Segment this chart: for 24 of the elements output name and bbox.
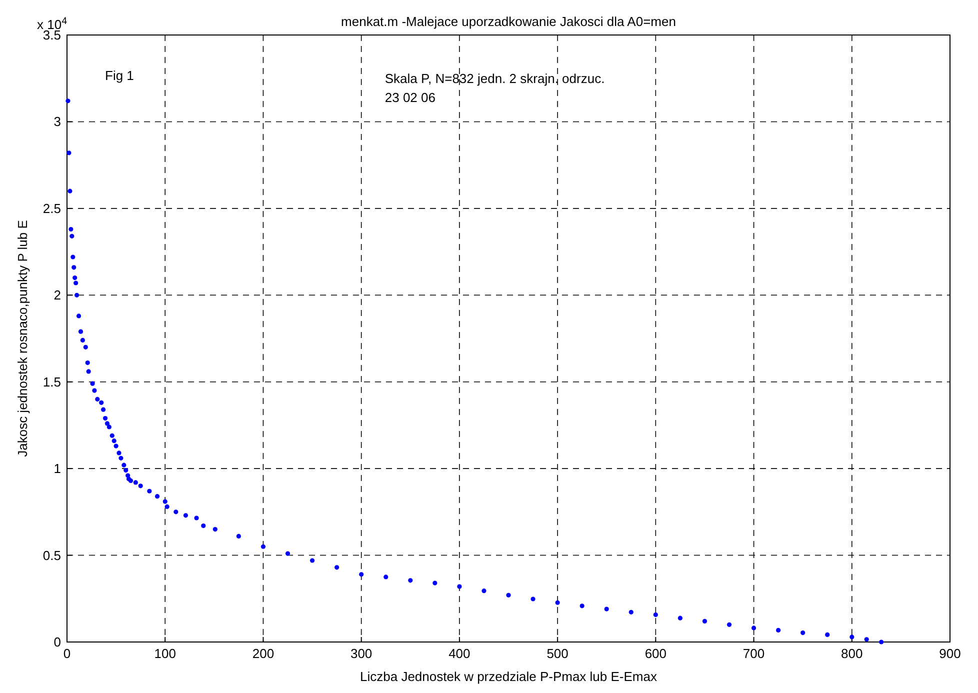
x-tick-label: 900 xyxy=(939,646,961,661)
y-tick-label: 3 xyxy=(54,114,61,130)
annotation: Skala P, N=832 jedn. 2 skrajn. odrzuc. xyxy=(384,71,605,86)
annotation: Fig 1 xyxy=(105,68,134,83)
x-tick-label: 100 xyxy=(154,646,176,661)
y-tick-label: 1 xyxy=(54,461,61,476)
chart-title: menkat.m -Malejace uporzadkowanie Jakosci dla A0=men xyxy=(341,14,676,29)
x-tick-label: 700 xyxy=(742,646,765,661)
x-tick-label: 300 xyxy=(350,646,372,661)
x-tick-label: 400 xyxy=(448,646,470,661)
x-tick-label: 500 xyxy=(546,646,568,661)
y-tick-label: 2 xyxy=(54,288,61,303)
y-tick-label: 0.5 xyxy=(42,548,61,563)
y-tick-label: 2.5 xyxy=(42,200,61,216)
y-tick-label: 3.5 xyxy=(42,28,61,42)
y-tick-label: 1.5 xyxy=(42,374,61,390)
x-tick-label: 0 xyxy=(63,646,71,661)
x-tick-label: 600 xyxy=(644,646,667,661)
y-tick-label: 0 xyxy=(54,634,61,650)
y-axis-title: Jakosc jednostek rosnaco,punkty P lub E xyxy=(15,220,30,457)
annotation: 23 02 06 xyxy=(384,90,436,105)
x-tick-label: 800 xyxy=(841,646,863,661)
x-tick-label: 200 xyxy=(252,646,274,661)
x-axis-title: Liczba Jednostek w przedziale P-Pmax lub E-Emax xyxy=(360,669,658,684)
